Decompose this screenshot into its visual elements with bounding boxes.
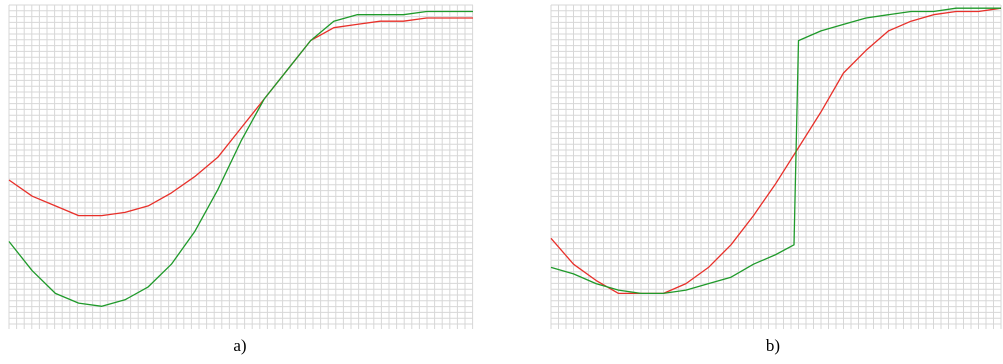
chart-b	[550, 4, 1002, 329]
chart-grid	[8, 4, 474, 329]
series-line-green	[550, 7, 1001, 295]
chart-panel-a: a)	[0, 0, 480, 355]
series-line-green	[8, 10, 473, 307]
series-line-red	[550, 7, 1002, 295]
chart-grid	[550, 4, 1002, 329]
caption-b: b)	[765, 336, 781, 355]
series-line-red	[8, 17, 473, 217]
caption-a: a)	[233, 336, 247, 355]
chart-a	[8, 4, 474, 329]
chart-panel-b: b)	[543, 0, 1003, 355]
